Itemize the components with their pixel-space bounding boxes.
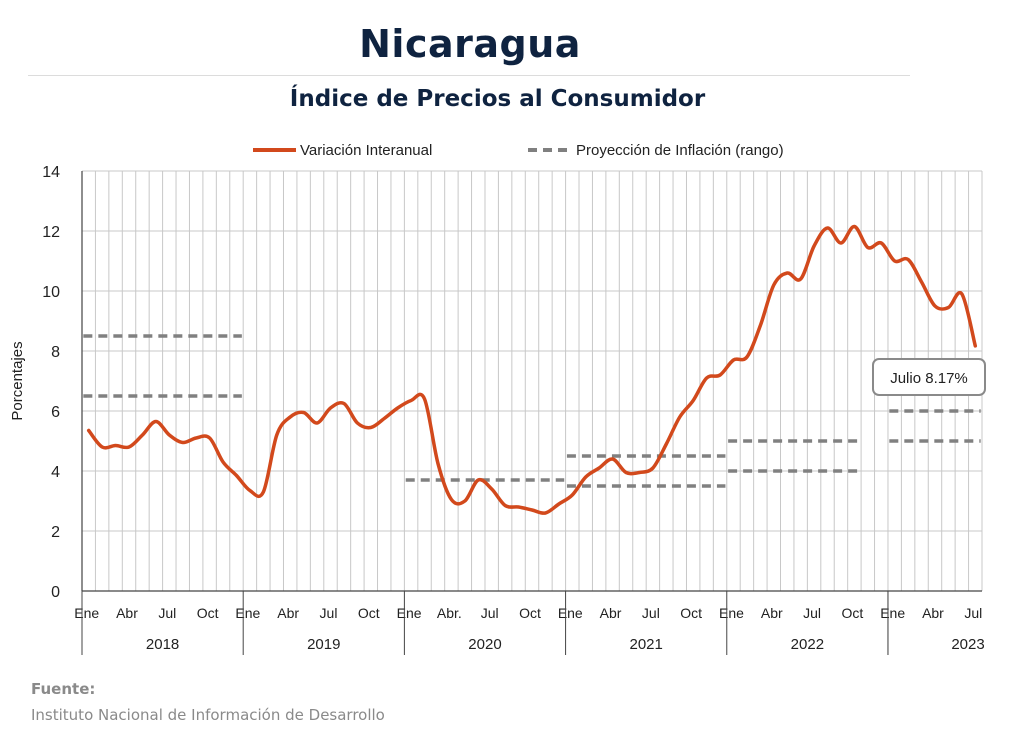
- x-tick-label: Jul: [964, 605, 982, 621]
- x-tick-label: Oct: [197, 605, 219, 621]
- legend-label-proyeccion: Proyección de Inflación (rango): [576, 142, 784, 159]
- source-label: Fuente:: [31, 680, 96, 698]
- x-tick-label: Abr.: [437, 605, 462, 621]
- title-divider: [28, 75, 910, 76]
- x-tick-label: Oct: [358, 605, 380, 621]
- x-tick-label: Ene: [397, 605, 422, 621]
- y-tick-label: 14: [42, 164, 60, 181]
- year-label: 2019: [307, 636, 340, 653]
- chart-subtitle: Índice de Precios al Consumidor: [289, 86, 706, 112]
- x-tick-label: Abr: [116, 605, 138, 621]
- x-tick-label: Ene: [74, 605, 99, 621]
- x-tick-label: Oct: [519, 605, 541, 621]
- y-tick-label: 8: [51, 344, 60, 361]
- y-axis-label: Porcentajes: [9, 341, 26, 420]
- x-tick-label: Abr: [761, 605, 783, 621]
- y-tick-label: 12: [42, 224, 60, 241]
- x-tick-label: Ene: [558, 605, 583, 621]
- x-tick-label: Jul: [158, 605, 176, 621]
- x-tick-label: Ene: [719, 605, 744, 621]
- y-tick-label: 4: [51, 464, 60, 481]
- legend-label-variacion: Variación Interanual: [300, 142, 432, 159]
- y-tick-label: 10: [42, 284, 60, 301]
- x-tick-label: Ene: [880, 605, 905, 621]
- year-label: 2022: [791, 636, 824, 653]
- year-label: 2021: [629, 636, 662, 653]
- x-tick-label: Abr: [277, 605, 299, 621]
- x-tick-label: Oct: [841, 605, 863, 621]
- x-tick-label: Jul: [803, 605, 821, 621]
- x-tick-label: Jul: [320, 605, 338, 621]
- x-tick-label: Abr: [600, 605, 622, 621]
- year-label: 2018: [146, 636, 179, 653]
- y-tick-label: 0: [51, 584, 60, 601]
- x-tick-label: Jul: [642, 605, 660, 621]
- x-tick-label: Ene: [235, 605, 260, 621]
- y-tick-label: 2: [51, 524, 60, 541]
- x-tick-label: Jul: [481, 605, 499, 621]
- x-tick-label: Abr: [922, 605, 944, 621]
- annotation-label: Julio 8.17%: [890, 370, 968, 387]
- annotation-box: [872, 358, 986, 396]
- y-tick-label: 6: [51, 404, 60, 421]
- year-label: 2023: [951, 636, 984, 653]
- chart-title: Nicaragua: [359, 22, 581, 66]
- year-label: 2020: [468, 636, 501, 653]
- source-text: Instituto Nacional de Información de Des…: [31, 706, 385, 724]
- x-tick-label: Oct: [680, 605, 702, 621]
- series-line-variacion-interanual: [86, 224, 978, 515]
